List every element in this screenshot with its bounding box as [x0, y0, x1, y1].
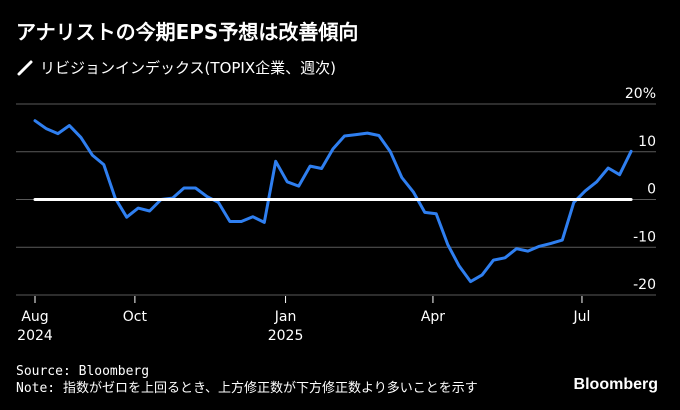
- bloomberg-logo: Bloomberg: [573, 376, 658, 393]
- x-tick-label: Jan: [274, 309, 297, 325]
- legend-label: リビジョンインデックス(TOPIX企業、週次): [40, 59, 336, 77]
- x-axis: Aug 2024 Oct Jan 2025 Apr Jul: [17, 296, 590, 344]
- x-tick-sublabel: 2024: [17, 328, 53, 344]
- x-tick-label: Apr: [421, 309, 445, 325]
- y-tick-label: -20: [633, 277, 656, 293]
- source-text: Source: Bloomberg: [16, 364, 150, 379]
- series-layer: [33, 119, 633, 284]
- footer-notes: Source: Bloomberg Note: 指数がゼロを上回るとき、上方修正…: [16, 363, 478, 397]
- chart-title: アナリストの今期EPS予想は改善傾向: [16, 20, 359, 44]
- y-tick-label: 20%: [625, 86, 656, 102]
- legend: リビジョンインデックス(TOPIX企業、週次): [16, 57, 336, 78]
- x-tick-label: Jul: [573, 309, 591, 325]
- x-tick-sublabel: 2025: [268, 328, 304, 344]
- x-tick-label: Oct: [123, 309, 148, 325]
- series-line-revision-index: [33, 119, 633, 284]
- legend-swatch-icon: [17, 60, 33, 75]
- x-tick-label: Aug: [21, 309, 48, 325]
- y-tick-label: 0: [647, 182, 656, 198]
- note-text: Note: 指数がゼロを上回るとき、上方修正数が下方修正数より多いことを示す: [16, 381, 478, 396]
- y-tick-label: 10: [638, 134, 656, 150]
- y-axis-labels: 20% 10 0 -10 -20: [625, 86, 656, 293]
- y-tick-label: -10: [633, 229, 656, 245]
